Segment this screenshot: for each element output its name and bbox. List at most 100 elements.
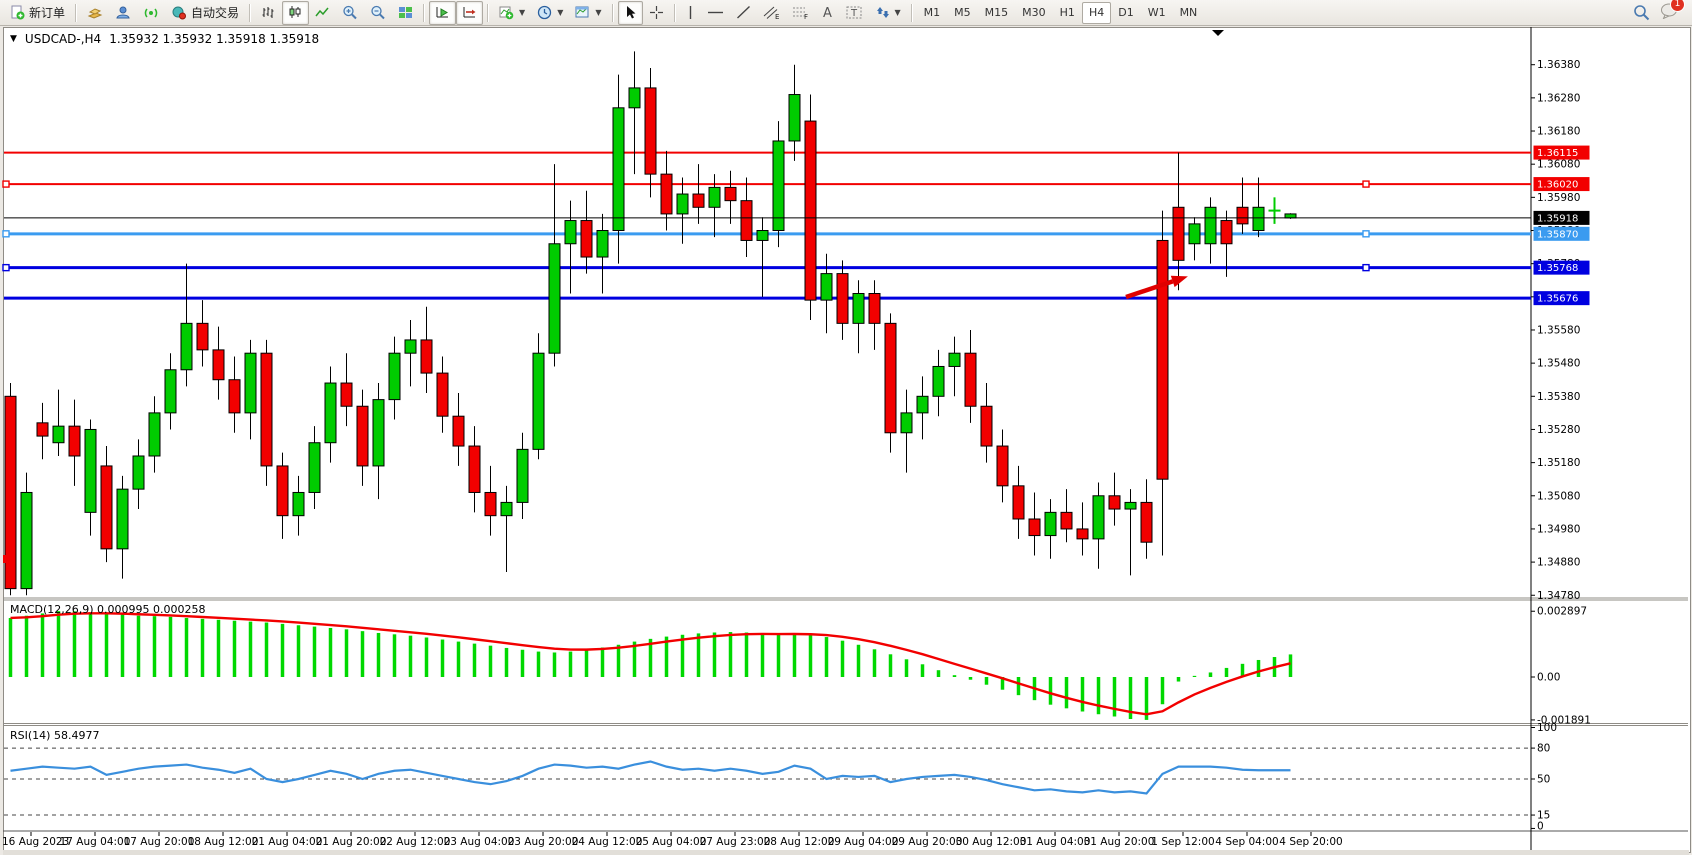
text-label-tool[interactable]: T: [840, 1, 869, 25]
time-label: 29 Aug 20:00: [892, 836, 963, 848]
price-tick: 1.34780: [1537, 590, 1580, 602]
arrows-tool[interactable]: ▼: [869, 1, 907, 25]
tf-h4[interactable]: H4: [1081, 1, 1112, 24]
signals-button[interactable]: [137, 1, 165, 25]
channel-tool[interactable]: E: [757, 1, 786, 25]
templates-icon: [575, 5, 590, 20]
macd-axis-label: 0.002897: [1537, 606, 1587, 618]
time-label: 4 Sep 20:00: [1279, 836, 1342, 848]
price-tick: 1.35980: [1537, 192, 1580, 204]
hline-handle[interactable]: [1362, 180, 1370, 188]
price-badge-1.35768-text: 1.35768: [1537, 263, 1578, 274]
indicators-icon: [499, 5, 514, 20]
annotation-arrow-head[interactable]: [1170, 275, 1188, 288]
signals-icon: [143, 5, 159, 20]
candle-up: [180, 322, 193, 371]
candle-down: [1076, 528, 1089, 540]
candle-up: [372, 399, 385, 467]
candle-down: [884, 322, 897, 434]
rsi-line: [10, 760, 1291, 795]
candle-down: [436, 372, 449, 417]
hline-handle[interactable]: [2, 230, 10, 238]
crosshair-tool-button[interactable]: [643, 1, 670, 25]
hline-handle[interactable]: [2, 180, 10, 188]
templates-button[interactable]: ▼: [569, 1, 607, 25]
rsi-name: RSI(14): [10, 729, 51, 742]
trendline-tool[interactable]: [730, 1, 757, 25]
line-chart-icon: [315, 5, 330, 20]
horizontal-line-tool[interactable]: [701, 1, 730, 25]
chart-shift-icon: [462, 5, 477, 20]
time-label: 22 Aug 12:00: [380, 836, 451, 848]
candle-down: [212, 349, 225, 381]
tf-w1[interactable]: W1: [1147, 6, 1166, 19]
price-tick: 1.35380: [1537, 391, 1580, 403]
arrows-caret: ▼: [894, 8, 901, 17]
channel-letter: E: [775, 13, 779, 20]
time-label: 30 Aug 12:00: [956, 836, 1027, 848]
macd-axis-label: 0.00: [1537, 672, 1560, 684]
tf-mn[interactable]: MN: [1179, 6, 1198, 19]
hline-handle[interactable]: [2, 263, 10, 272]
symbol-dropdown-icon[interactable]: ▼: [10, 34, 17, 44]
candle-up: [788, 94, 801, 142]
candlestick-chart-button[interactable]: [282, 0, 310, 25]
price-tick: 1.36280: [1537, 92, 1580, 104]
candle-down: [260, 352, 273, 467]
auto-scroll-button[interactable]: [429, 0, 457, 25]
bid-price-badge-text: 1.35918: [1537, 213, 1578, 224]
price-badge-1.35676: [1533, 291, 1590, 306]
time-label: 4 Sep 04:00: [1215, 836, 1278, 848]
price-badge-1.35676-text: 1.35676: [1537, 294, 1578, 305]
bid-price-badge: [1533, 210, 1590, 225]
tf-h1[interactable]: H1: [1059, 6, 1075, 19]
cursor-tool-button[interactable]: [617, 0, 643, 25]
tf-m30[interactable]: M30: [1022, 6, 1046, 19]
new-order-button[interactable]: 新订单: [4, 1, 71, 25]
candle-down: [100, 465, 113, 550]
hline-handle[interactable]: [1362, 230, 1370, 238]
time-label: 31 Aug 20:00: [1084, 836, 1155, 848]
indicators-button[interactable]: ▼: [493, 1, 531, 25]
candle-down: [276, 465, 289, 517]
price-tick: 1.34880: [1537, 557, 1580, 569]
candle-up: [948, 352, 961, 367]
autotrade-button[interactable]: 自动交易: [165, 1, 245, 25]
candle-up: [676, 193, 689, 215]
candle-up: [900, 412, 913, 434]
bar-chart-icon: [261, 5, 276, 20]
time-label: 31 Aug 04:00: [1020, 836, 1091, 848]
annotation-arrow-shaft[interactable]: [1125, 279, 1174, 300]
vertical-line-tool[interactable]: [680, 1, 701, 25]
price-tick: 1.35280: [1537, 424, 1580, 436]
chart-list-arrow-icon[interactable]: [1212, 30, 1224, 36]
zoom-in-button[interactable]: [336, 1, 364, 25]
tf-m1[interactable]: M1: [923, 6, 941, 19]
time-label: 17 Aug 20:00: [124, 836, 195, 848]
line-chart-button[interactable]: [309, 1, 336, 25]
chart-shift-button[interactable]: [456, 0, 484, 25]
zoom-out-button[interactable]: [364, 1, 392, 25]
arrows-tool-icon: [875, 5, 890, 20]
tf-m5[interactable]: M5: [954, 6, 971, 19]
chat-button[interactable]: 1: [1660, 0, 1685, 23]
periods-button[interactable]: ▼: [531, 1, 569, 25]
fibonacci-tool[interactable]: F: [786, 1, 815, 25]
tf-m15[interactable]: M15: [984, 6, 1009, 19]
bar-chart-button[interactable]: [255, 1, 282, 25]
price-tick: 1.35580: [1537, 324, 1580, 336]
market-depth-button[interactable]: [81, 1, 109, 25]
search-icon[interactable]: [1633, 4, 1650, 21]
profile-button[interactable]: [109, 1, 137, 25]
time-label: 27 Aug 23:00: [700, 836, 771, 848]
tile-windows-button[interactable]: [392, 1, 419, 25]
rsi-value: 58.4977: [53, 729, 100, 742]
hline-handle[interactable]: [1362, 263, 1370, 272]
text-tool[interactable]: A: [815, 1, 840, 25]
autotrade-icon: [171, 5, 187, 20]
candle-down: [996, 445, 1009, 487]
tf-d1[interactable]: D1: [1118, 6, 1134, 19]
rsi-axis-label: 15: [1537, 810, 1550, 822]
